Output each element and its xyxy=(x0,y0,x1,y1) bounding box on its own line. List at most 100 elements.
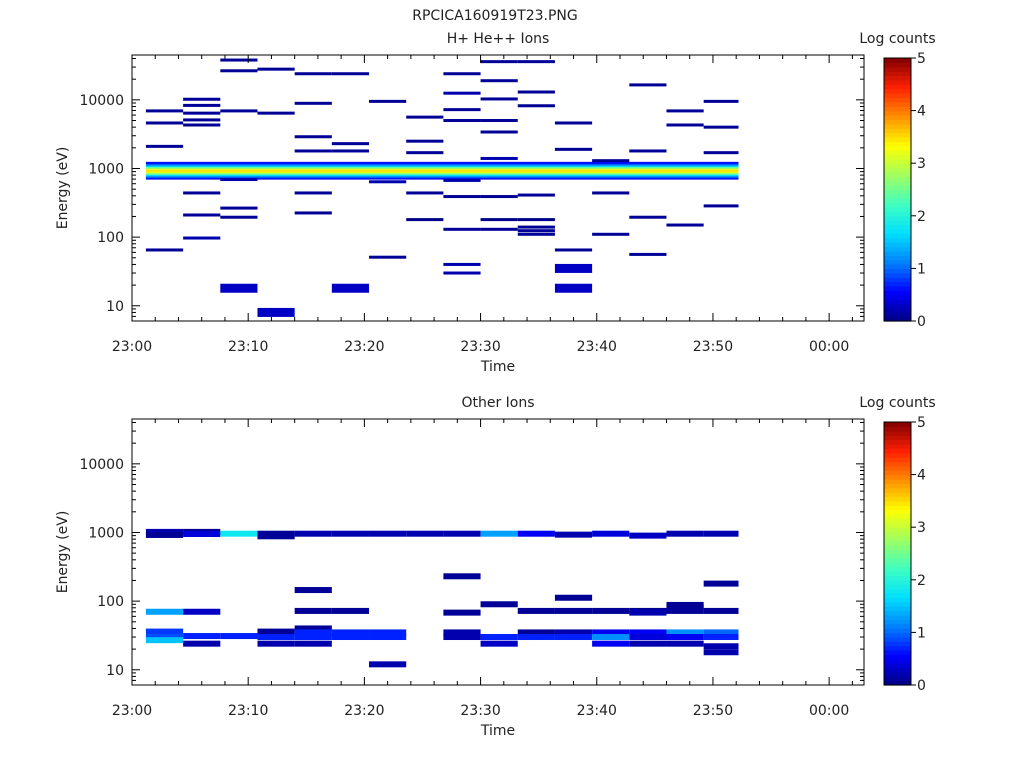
colorbar-step xyxy=(884,430,911,436)
heatmap-cell xyxy=(480,227,518,231)
y-tick-label: 1000 xyxy=(88,525,124,541)
heatmap-cell xyxy=(480,640,518,647)
heatmap-cell xyxy=(480,530,518,537)
colorbar-step xyxy=(884,505,911,511)
heatmap-cell xyxy=(257,307,295,317)
colorbar-step xyxy=(884,272,911,278)
heatmap-cell xyxy=(517,232,555,236)
heatmap-cell xyxy=(703,151,739,155)
x-tick-label: 23:30 xyxy=(460,339,500,355)
colorbar-tick-label: 1 xyxy=(917,625,926,641)
heatmap-cell xyxy=(183,123,221,127)
heatmap-cell xyxy=(443,262,481,266)
heatmap-cell xyxy=(294,625,332,632)
heatmap-cell xyxy=(517,607,555,614)
colorbar-step xyxy=(884,422,911,427)
colorbar-step xyxy=(884,101,911,107)
colorbar-label: Log counts xyxy=(859,395,935,411)
heatmap-cell xyxy=(220,215,258,219)
colorbar-tick-label: 4 xyxy=(917,468,926,484)
heatmap-cell xyxy=(703,580,739,587)
colorbar-step xyxy=(884,198,911,204)
colorbar-step xyxy=(884,171,911,177)
heatmap-cell xyxy=(592,232,630,236)
heatmap-cell xyxy=(629,532,667,539)
heatmap-cell xyxy=(257,628,295,635)
colorbar-step xyxy=(884,452,911,458)
heatmap-cell xyxy=(294,135,332,139)
colorbar-frame xyxy=(883,57,912,322)
colorbar-step xyxy=(884,663,911,669)
colorbar-step xyxy=(884,114,911,120)
heatmap-cell xyxy=(666,607,704,614)
colorbar-step xyxy=(884,470,911,476)
colorbar-step xyxy=(884,242,911,248)
heatmap-cell xyxy=(703,99,739,103)
heatmap-cell xyxy=(145,637,184,644)
colorbar-step xyxy=(884,553,911,559)
colorbar-step xyxy=(884,71,911,77)
heatmap-cell xyxy=(517,90,555,94)
heatmap-cell xyxy=(703,629,739,636)
heatmap-cell xyxy=(369,661,407,668)
band-cell xyxy=(145,164,739,168)
colorbar-tick-label: 2 xyxy=(917,209,926,225)
heatmap-cell xyxy=(517,225,555,229)
y-tick-label: 10 xyxy=(106,299,124,315)
x-tick-label: 23:30 xyxy=(460,703,500,719)
heatmap-cell xyxy=(517,104,555,108)
heatmap-cell xyxy=(480,601,518,608)
colorbar-step xyxy=(884,277,911,283)
heatmap-cell xyxy=(183,103,221,107)
colorbar-step xyxy=(884,636,911,642)
colorbar-step xyxy=(884,268,911,274)
heatmap-cell xyxy=(220,206,258,210)
heatmap-cell xyxy=(145,248,184,252)
colorbar-step xyxy=(884,478,911,484)
heatmap-cell xyxy=(145,121,184,125)
colorbar-step xyxy=(884,58,911,63)
x-tick-label: 23:20 xyxy=(344,703,384,719)
heatmap-cell xyxy=(369,255,407,259)
colorbar-step xyxy=(884,299,911,305)
colorbar-step xyxy=(884,224,911,230)
heatmap-cell xyxy=(554,248,593,252)
colorbar-step xyxy=(884,132,911,138)
heatmap-cell xyxy=(257,634,295,641)
heatmap-cell xyxy=(294,640,332,647)
colorbar-step xyxy=(884,220,911,226)
heatmap-cell xyxy=(220,633,258,640)
colorbar-step xyxy=(884,584,911,590)
heatmap-cell xyxy=(331,142,370,146)
heatmap-cell xyxy=(629,83,667,87)
heatmap-cell xyxy=(369,180,407,184)
colorbar-frame xyxy=(883,421,912,686)
heatmap-cell xyxy=(666,223,704,227)
heatmap-cell xyxy=(183,608,221,615)
heatmap-cell xyxy=(480,60,518,64)
x-tick-label: 23:50 xyxy=(693,339,733,355)
colorbar-step xyxy=(884,658,911,664)
heatmap-cell xyxy=(443,119,481,123)
colorbar-step xyxy=(884,255,911,261)
band-cell xyxy=(145,168,739,171)
x-tick-label: 23:00 xyxy=(112,339,152,355)
heatmap-cell xyxy=(406,139,444,143)
heatmap-cell xyxy=(369,634,407,641)
heatmap-cell xyxy=(331,530,370,537)
heatmap-cells xyxy=(145,528,739,668)
heatmap-cell xyxy=(703,634,739,641)
heatmap-cell xyxy=(703,607,739,614)
heatmap-cell xyxy=(629,629,667,636)
heatmap-cell xyxy=(294,149,332,153)
colorbar-step xyxy=(884,606,911,612)
colorbar-step xyxy=(884,264,911,269)
heatmap-cell xyxy=(517,229,555,233)
colorbar-step xyxy=(884,66,911,72)
colorbar-step xyxy=(884,167,911,173)
heatmap-cell xyxy=(443,91,481,95)
colorbar-step xyxy=(884,457,911,463)
